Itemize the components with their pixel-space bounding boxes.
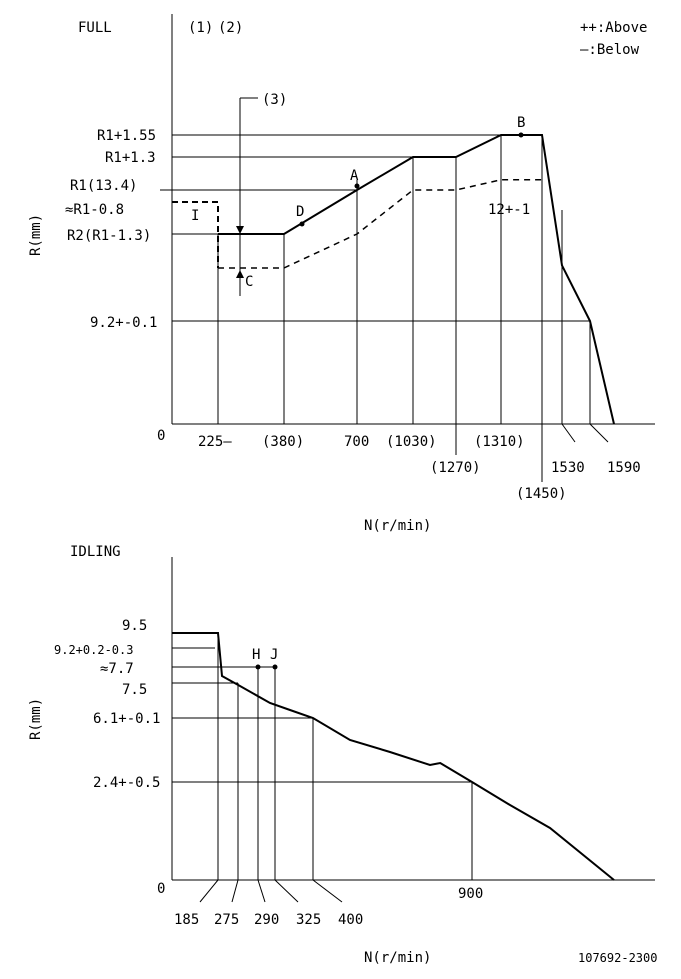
label-12: 12+-1 [488,202,530,218]
full-xtick-1590: 1590 [607,460,641,476]
idle-tick-275 [231,879,239,903]
v-1590-tick [589,423,609,443]
full-title: FULL [78,20,112,36]
full-ytick-0: 0 [157,428,165,444]
idle-ytick-24: 2.4+-0.5 [93,775,160,791]
full-ytick-r1-155: R1+1.55 [97,128,156,144]
idle-tick-325 [274,879,299,903]
note-1: (1) [188,20,213,36]
label-j: J [270,647,278,663]
full-series-below [218,179,542,269]
idle-xtick-185: 185 [174,912,199,928]
note-2: (2) [218,20,243,36]
arrow-head-c [236,270,244,278]
full-xtick-1030: (1030) [386,434,437,450]
point-j-marker [272,664,278,670]
legend-below: —:Below [580,42,640,58]
i-bracket [172,201,219,268]
full-y-label: R(mm) [28,214,44,256]
idle-y-label: R(mm) [28,698,44,740]
label-c: C [245,274,253,290]
point-b-marker [518,132,524,138]
full-ytick-r2: R2(R1-1.3) [67,228,151,244]
idle-xtick-900: 900 [458,886,483,902]
idle-series [172,632,615,881]
idle-xtick-275: 275 [214,912,239,928]
point-a-marker [354,183,360,189]
idling-title: IDLING [70,544,121,560]
idle-x-label: N(r/min) [364,950,431,966]
full-xtick-225: 225— [198,434,232,450]
figure-id: 107692-2300 [578,951,657,965]
idle-xtick-290: 290 [254,912,279,928]
idle-ytick-95: 9.5 [122,618,147,634]
full-ytick-r1-13: R1+1.3 [105,150,156,166]
idle-ytick-0: 0 [157,881,165,897]
idle-tick-185 [199,879,219,903]
idle-tick-290 [257,879,266,903]
v-1530-tick [561,423,576,443]
arrow-head-3 [236,226,244,234]
label-d: D [296,204,304,220]
full-xtick-1310: (1310) [474,434,525,450]
idle-ytick-61: 6.1+-0.1 [93,711,160,727]
label-i: I [191,208,199,224]
idle-xtick-400: 400 [338,912,363,928]
full-xtick-1450: (1450) [516,486,567,502]
label-b: B [517,115,525,131]
idle-ytick-92: 9.2+0.2-0.3 [54,643,133,657]
idle-tick-400 [312,879,343,903]
idle-ytick-75: 7.5 [122,682,147,698]
full-xtick-380: (380) [262,434,304,450]
point-h-marker [255,664,261,670]
full-xtick-700: 700 [344,434,369,450]
full-series-above [218,134,615,425]
idle-xtick-325: 325 [296,912,321,928]
full-ytick-r1: R1(13.4) [70,178,137,194]
full-xtick-1530: 1530 [551,460,585,476]
idling-chart: IDLING R(mm) H J 9.5 9.2+0.2- [28,544,657,966]
full-chart: FULL (1) (2) ++:Above —:Below R(mm) [28,14,655,534]
full-xtick-1270: (1270) [430,460,481,476]
label-h: H [252,647,260,663]
point-d-marker [299,221,305,227]
note-3: (3) [262,92,287,108]
idle-ytick-77: ≈7.7 [100,661,134,677]
legend-above: ++:Above [580,20,647,36]
full-ytick-r1-08: ≈R1-0.8 [65,202,124,218]
full-ytick-92: 9.2+-0.1 [90,315,157,331]
label-a: A [350,168,359,184]
full-x-label: N(r/min) [364,518,431,534]
